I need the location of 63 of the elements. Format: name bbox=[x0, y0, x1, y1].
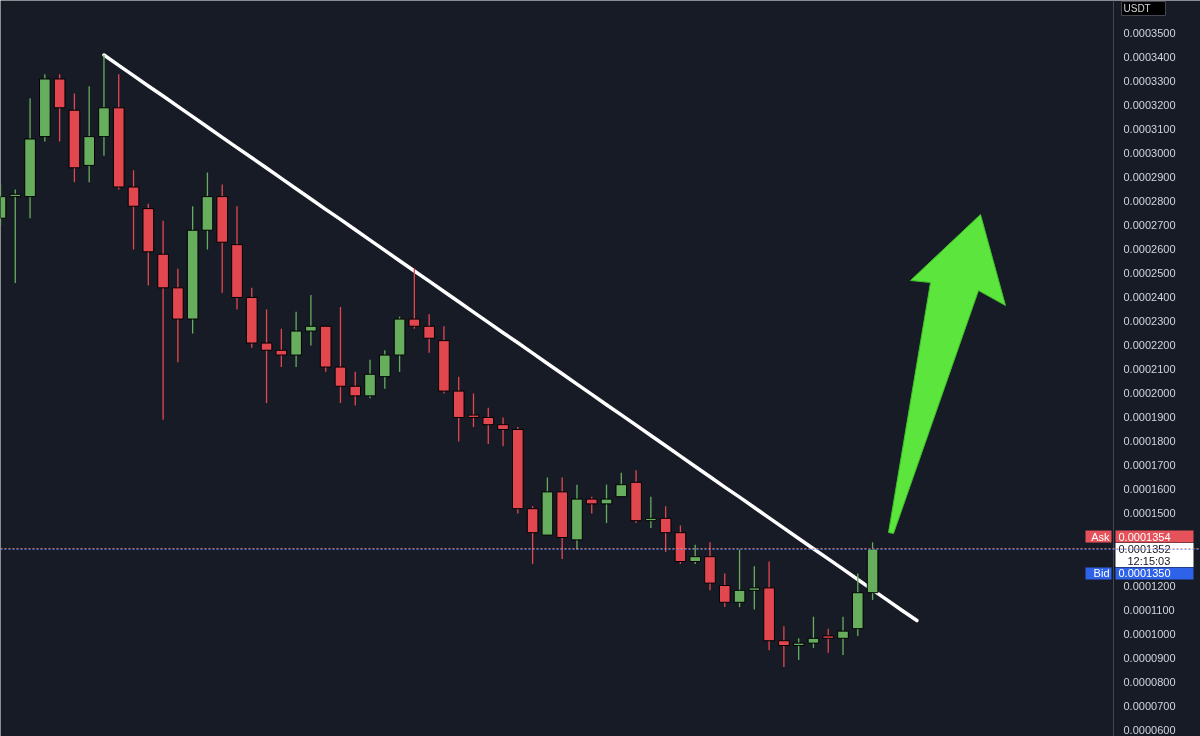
annotation: 0.0001350 bbox=[1118, 567, 1171, 580]
annotation: 12:15:03 bbox=[1127, 555, 1171, 568]
y-tick-label: 0.0003500 bbox=[1123, 27, 1176, 40]
candlestick bbox=[275, 328, 288, 368]
annotation: 0.0001354 bbox=[1118, 530, 1171, 543]
candlestick bbox=[645, 496, 657, 529]
line-series bbox=[102, 53, 919, 623]
candlestick bbox=[364, 359, 376, 399]
y-tick-label: 0.0002400 bbox=[1123, 291, 1176, 304]
candlestick bbox=[378, 349, 391, 390]
candlestick bbox=[600, 484, 613, 524]
y-tick-label: 0.0001700 bbox=[1123, 459, 1176, 472]
y-tick-label: 0.0003400 bbox=[1123, 51, 1176, 64]
candlestick bbox=[822, 628, 835, 654]
candlestick bbox=[467, 392, 480, 428]
y-tick-label: 0.0003200 bbox=[1123, 99, 1176, 112]
y-tick-label: 0.0003000 bbox=[1123, 147, 1176, 160]
y-tick-label: 0.0000800 bbox=[1123, 675, 1176, 688]
y-tick-label: 0.0000700 bbox=[1123, 699, 1176, 712]
candlestick bbox=[837, 616, 849, 656]
candlestick bbox=[334, 306, 347, 404]
y-tick-label: 0.0002900 bbox=[1123, 171, 1176, 184]
candlestick bbox=[349, 371, 362, 407]
y-tick-label: 0.0002100 bbox=[1123, 363, 1176, 376]
y-tick-label: 0.0002300 bbox=[1123, 315, 1176, 328]
candlestick bbox=[659, 505, 672, 553]
candlestick bbox=[778, 625, 790, 668]
y-tick-label: 0.0001900 bbox=[1123, 411, 1176, 424]
y-tick-label: 0.0002500 bbox=[1123, 267, 1176, 280]
candlestick bbox=[482, 407, 495, 445]
candlestick bbox=[423, 313, 435, 354]
y-tick-label: 0.0002000 bbox=[1123, 387, 1176, 400]
candlestick bbox=[408, 267, 421, 330]
candlestick bbox=[260, 308, 273, 404]
y-tick-label: 0.0000900 bbox=[1123, 651, 1176, 664]
candlestick bbox=[615, 472, 628, 498]
y-tick-label: 0.0002700 bbox=[1123, 219, 1176, 232]
y-tick-label: 0.0001500 bbox=[1123, 507, 1176, 520]
y-tick-label: 0.0003100 bbox=[1123, 123, 1176, 136]
candlestick bbox=[733, 548, 746, 608]
y-tick-label: 0.0003300 bbox=[1123, 75, 1176, 88]
candlestick bbox=[748, 565, 761, 611]
y-tick-label: 0.0001800 bbox=[1123, 435, 1176, 448]
y-tick-label: 0.0000600 bbox=[1123, 723, 1176, 736]
text: USDT bbox=[1123, 3, 1151, 14]
y-tick-label: 0.0001600 bbox=[1123, 483, 1176, 496]
y-tick-label: 0.0001000 bbox=[1123, 627, 1176, 640]
y-tick-label: 0.0002800 bbox=[1123, 195, 1176, 208]
candlestick bbox=[497, 416, 509, 447]
candlestick bbox=[127, 169, 140, 251]
y-tick-label: 0.0001200 bbox=[1123, 579, 1176, 592]
ref-line-label: Bid bbox=[1093, 567, 1110, 580]
ref-line-label: Ask bbox=[1091, 530, 1110, 543]
y-tick-label: 0.0002600 bbox=[1123, 243, 1176, 256]
candlestick bbox=[305, 294, 317, 347]
candlestick bbox=[807, 616, 820, 649]
y-tick-label: 0.0001100 bbox=[1123, 603, 1175, 616]
candlestick bbox=[718, 572, 731, 608]
candlestick bbox=[792, 637, 805, 661]
annotation: 0.0001352 bbox=[1118, 543, 1171, 556]
candlestick bbox=[9, 188, 22, 284]
candlestick bbox=[689, 544, 702, 565]
y-tick-label: 0.0002200 bbox=[1123, 339, 1176, 352]
